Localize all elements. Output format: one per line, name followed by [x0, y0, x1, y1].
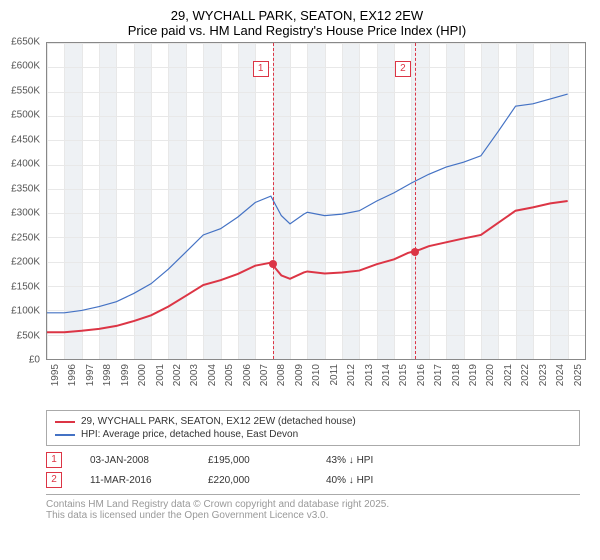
y-tick-label: £650K: [11, 37, 40, 48]
transaction-row: 1 03-JAN-2008 £195,000 43% ↓ HPI: [46, 450, 580, 470]
x-tick-label: 2012: [346, 364, 357, 386]
series-property: [47, 201, 568, 332]
x-tick-label: 2010: [311, 364, 322, 386]
x-tick-label: 2023: [538, 364, 549, 386]
y-tick-label: £500K: [11, 110, 40, 121]
marker-dot: [269, 260, 277, 268]
legend-swatch: [55, 434, 75, 436]
x-tick-label: 2013: [364, 364, 375, 386]
transaction-price: £220,000: [208, 475, 298, 486]
y-tick-label: £300K: [11, 208, 40, 219]
y-tick-label: £150K: [11, 281, 40, 292]
legend-item: HPI: Average price, detached house, East…: [55, 428, 571, 441]
transaction-idx: 2: [46, 472, 62, 488]
y-tick-label: £550K: [11, 85, 40, 96]
x-tick-label: 2020: [485, 364, 496, 386]
x-tick-label: 2003: [189, 364, 200, 386]
x-tick-label: 2000: [137, 364, 148, 386]
footer-line-1: Contains HM Land Registry data © Crown c…: [46, 499, 580, 510]
series-hpi: [47, 94, 568, 313]
x-tick-label: 1996: [67, 364, 78, 386]
y-tick-label: £200K: [11, 257, 40, 268]
x-tick-label: 2009: [294, 364, 305, 386]
x-tick-label: 2011: [329, 364, 340, 386]
x-tick-label: 2015: [398, 364, 409, 386]
y-tick-label: £100K: [11, 306, 40, 317]
x-axis-labels: 1995 1996 1997 1998 1999 2000 2001 2002 2003 2004…: [46, 360, 586, 402]
y-tick-label: £50K: [17, 330, 40, 341]
chart-lines: [47, 43, 585, 359]
x-tick-label: 2005: [224, 364, 235, 386]
transaction-price: £195,000: [208, 455, 298, 466]
transaction-pct: 40% ↓ HPI: [326, 475, 416, 486]
transaction-pct: 43% ↓ HPI: [326, 455, 416, 466]
marker-dashline: [415, 43, 416, 359]
legend: 29, WYCHALL PARK, SEATON, EX12 2EW (deta…: [46, 410, 580, 446]
transactions-table: 1 03-JAN-2008 £195,000 43% ↓ HPI 2 11-MAR-201…: [46, 450, 580, 490]
x-tick-label: 1998: [102, 364, 113, 386]
y-tick-label: £0: [29, 355, 40, 366]
x-tick-label: 1995: [50, 364, 61, 386]
marker-label: 1: [253, 61, 269, 77]
x-tick-label: 2002: [172, 364, 183, 386]
legend-item: 29, WYCHALL PARK, SEATON, EX12 2EW (deta…: [55, 415, 571, 428]
x-tick-label: 1997: [85, 364, 96, 386]
x-tick-label: 1999: [120, 364, 131, 386]
marker-label: 2: [395, 61, 411, 77]
chart: £0£50K£100K£150K£200K£250K£300K£350K£400…: [46, 42, 586, 402]
page-subtitle: Price paid vs. HM Land Registry's House …: [4, 23, 590, 42]
y-tick-label: £350K: [11, 183, 40, 194]
footer: Contains HM Land Registry data © Crown c…: [46, 494, 580, 521]
plot-area: 12: [46, 42, 586, 360]
legend-label: 29, WYCHALL PARK, SEATON, EX12 2EW (deta…: [81, 416, 356, 427]
y-tick-label: £400K: [11, 159, 40, 170]
x-tick-label: 2007: [259, 364, 270, 386]
footer-line-2: This data is licensed under the Open Gov…: [46, 510, 580, 521]
x-tick-label: 2014: [381, 364, 392, 386]
page-title: 29, WYCHALL PARK, SEATON, EX12 2EW: [4, 4, 590, 23]
transaction-date: 11-MAR-2016: [90, 475, 180, 486]
x-tick-label: 2024: [555, 364, 566, 386]
x-tick-label: 2017: [433, 364, 444, 386]
x-tick-label: 2018: [451, 364, 462, 386]
x-tick-label: 2016: [416, 364, 427, 386]
y-tick-label: £450K: [11, 134, 40, 145]
x-tick-label: 2006: [242, 364, 253, 386]
x-tick-label: 2021: [503, 364, 514, 386]
x-tick-label: 2008: [276, 364, 287, 386]
y-tick-label: £600K: [11, 61, 40, 72]
x-tick-label: 2022: [520, 364, 531, 386]
y-tick-label: £250K: [11, 232, 40, 243]
marker-dashline: [273, 43, 274, 359]
legend-swatch: [55, 421, 75, 423]
x-tick-label: 2025: [573, 364, 584, 386]
x-tick-label: 2001: [155, 364, 166, 386]
y-axis-labels: £0£50K£100K£150K£200K£250K£300K£350K£400…: [2, 42, 44, 360]
transaction-date: 03-JAN-2008: [90, 455, 180, 466]
transaction-idx: 1: [46, 452, 62, 468]
legend-label: HPI: Average price, detached house, East…: [81, 429, 298, 440]
marker-dot: [411, 248, 419, 256]
transaction-row: 2 11-MAR-2016 £220,000 40% ↓ HPI: [46, 470, 580, 490]
x-tick-label: 2019: [468, 364, 479, 386]
x-tick-label: 2004: [207, 364, 218, 386]
